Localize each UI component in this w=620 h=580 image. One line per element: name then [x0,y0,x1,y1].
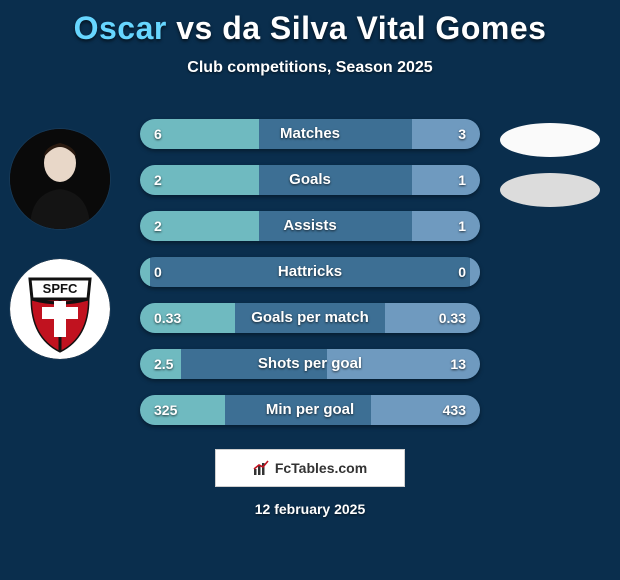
stat-value-left: 2 [154,165,162,195]
stat-value-left: 2.5 [154,349,173,379]
stat-value-right: 0 [458,257,466,287]
stat-bar-right [412,211,480,241]
comparison-title: Oscar vs da Silva Vital Gomes [0,0,620,47]
stat-rows: 63Matches21Goals21Assists00Hattricks0.33… [140,119,480,441]
stat-row-mid [140,257,480,287]
stat-value-left: 6 [154,119,162,149]
comparison-stage: SPFC 63Matches21Goals21Assists00Hattrick… [0,101,620,441]
stat-bar-right [412,119,480,149]
stat-value-right: 433 [443,395,466,425]
player1-badge [500,123,600,157]
stat-value-left: 325 [154,395,177,425]
crest-icon: SPFC [10,259,110,359]
player2-name: da Silva Vital Gomes [222,10,546,46]
stat-value-right: 1 [458,211,466,241]
stat-row: 325433Min per goal [140,395,480,425]
stat-value-right: 1 [458,165,466,195]
stat-value-left: 0 [154,257,162,287]
avatar-silhouette-icon [10,129,110,229]
vs-text: vs [176,10,213,46]
stat-value-right: 0.33 [439,303,466,333]
stat-value-right: 13 [450,349,466,379]
team-crest: SPFC [10,259,110,359]
stat-value-left: 0.33 [154,303,181,333]
stat-row: 00Hattricks [140,257,480,287]
brand-text: FcTables.com [275,460,367,476]
subtitle: Club competitions, Season 2025 [0,59,620,77]
player1-name: Oscar [74,10,167,46]
date-text: 12 february 2025 [0,501,620,517]
stat-row: 63Matches [140,119,480,149]
stat-value-right: 3 [458,119,466,149]
brand-box: FcTables.com [215,449,405,487]
stat-value-left: 2 [154,211,162,241]
stat-bar-right [412,165,480,195]
stat-row: 0.330.33Goals per match [140,303,480,333]
stat-row: 2.513Shots per goal [140,349,480,379]
stat-row: 21Goals [140,165,480,195]
player2-badge [500,173,600,207]
player1-avatar [10,129,110,229]
brand-logo-icon [253,460,269,476]
stat-bar-left [140,395,225,425]
stat-bar-left [140,257,150,287]
svg-text:SPFC: SPFC [43,281,78,296]
stat-row: 21Assists [140,211,480,241]
